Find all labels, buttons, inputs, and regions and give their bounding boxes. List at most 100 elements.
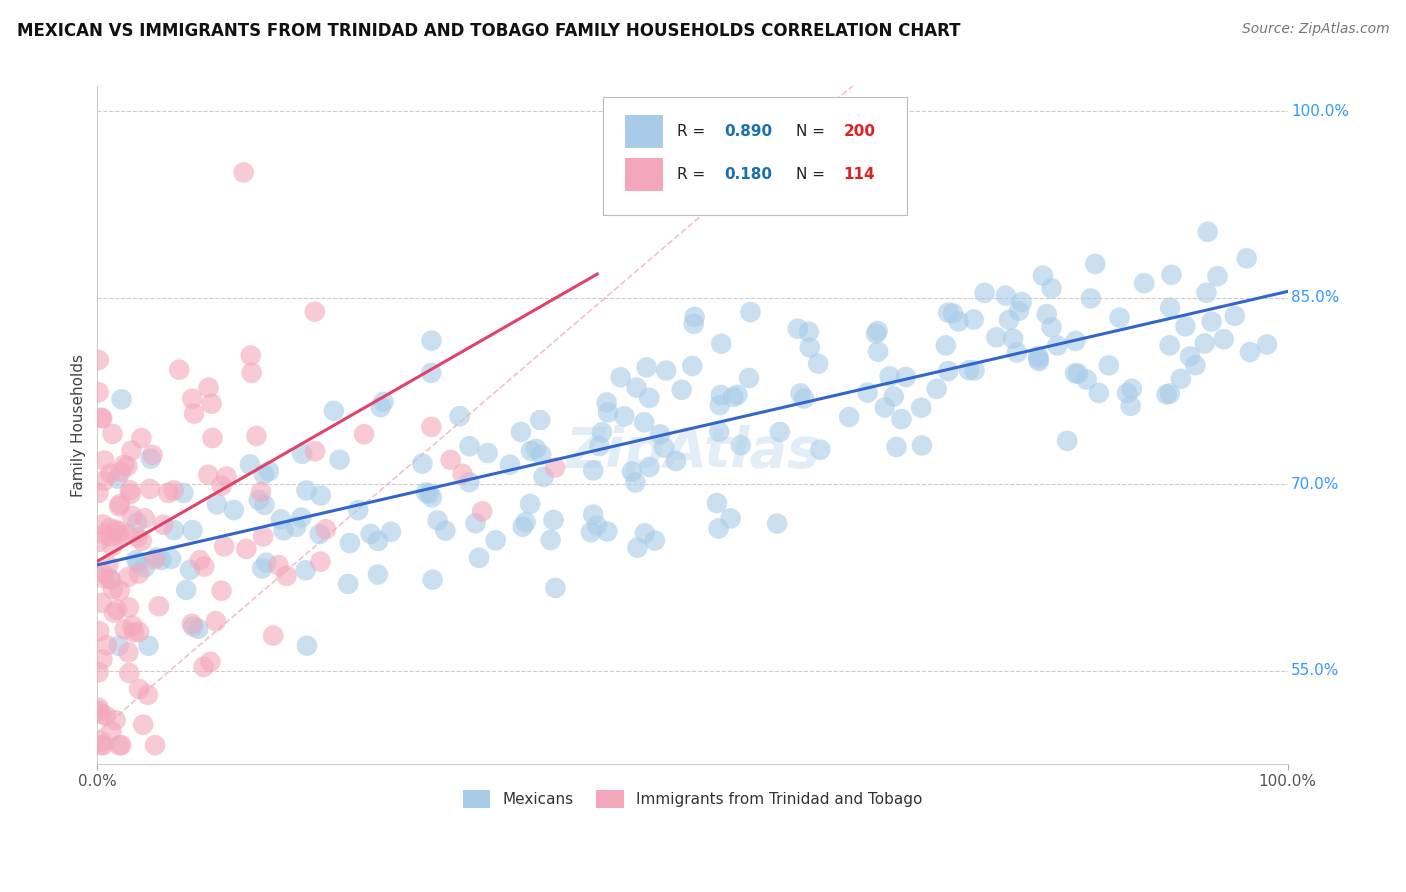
Point [197,467,219,482]
Point [121,443,143,458]
Point [117,459,139,474]
Point [125,553,148,567]
Point [582,463,605,477]
Point [143,552,166,566]
Point [174,582,197,597]
Point [107,472,129,486]
Point [100,573,122,587]
Point [1159,386,1181,401]
Point [807,357,830,371]
Text: 200: 200 [844,124,876,139]
Point [253,498,276,512]
Point [104,523,127,537]
Point [160,552,183,566]
Point [624,475,647,490]
Point [181,392,204,406]
Point [163,483,186,498]
Point [163,523,186,537]
Point [682,317,704,331]
Point [1067,367,1090,381]
Point [710,336,733,351]
Point [411,457,433,471]
Point [471,504,494,518]
Point [766,516,789,531]
Point [994,288,1017,302]
Point [87,700,110,714]
Point [285,520,308,534]
Point [262,629,284,643]
Point [98,467,121,481]
Point [295,639,318,653]
Point [681,359,703,373]
Point [273,524,295,538]
Text: R =: R = [676,124,710,139]
Point [515,515,537,529]
Point [380,524,402,539]
Point [87,535,110,549]
Point [520,443,543,458]
Point [89,624,111,638]
Point [108,639,131,653]
Point [865,326,887,341]
Point [90,706,112,721]
Point [683,310,706,324]
Point [118,665,141,680]
Point [725,388,748,402]
Point [485,533,508,548]
Point [720,511,742,525]
Point [477,446,499,460]
Point [1056,434,1078,448]
Point [1184,358,1206,372]
Point [963,363,986,377]
Point [101,426,124,441]
Point [1195,285,1218,300]
Point [257,464,280,478]
Point [626,381,648,395]
Text: Source: ZipAtlas.com: Source: ZipAtlas.com [1241,22,1389,37]
Point [706,496,728,510]
Point [856,385,879,400]
Point [986,330,1008,344]
Point [114,623,136,637]
Point [105,602,128,616]
Point [304,304,326,318]
Point [172,486,194,500]
Point [740,305,762,319]
Text: 114: 114 [844,167,875,182]
Point [451,467,474,481]
Point [128,624,150,639]
Point [948,314,970,328]
Point [530,448,553,462]
Point [544,581,567,595]
Point [87,353,110,368]
Point [633,415,655,429]
Point [1116,386,1139,401]
Point [458,439,481,453]
Point [329,452,352,467]
Point [87,704,110,718]
Point [250,485,273,500]
Point [108,500,131,514]
Text: ZipAtlas: ZipAtlas [565,425,820,479]
Point [353,427,375,442]
Point [91,738,114,752]
Point [118,483,141,497]
Point [131,533,153,548]
Point [1239,345,1261,359]
Point [295,483,318,498]
Point [180,616,202,631]
Point [730,438,752,452]
Point [101,539,124,553]
Point [890,412,912,426]
Point [650,427,672,442]
Point [1040,281,1063,295]
Point [464,516,486,531]
Point [957,363,980,377]
Point [598,405,620,419]
Point [134,511,156,525]
Point [510,425,533,439]
Point [148,599,170,614]
Point [179,563,201,577]
Point [193,660,215,674]
Point [626,541,648,555]
